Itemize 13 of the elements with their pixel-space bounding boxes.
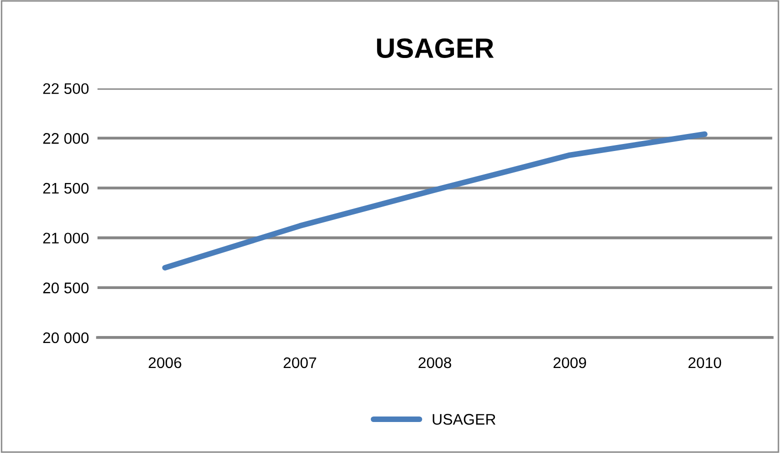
- x-tick-label: 2009: [554, 357, 586, 368]
- y-tick-label: 21 000: [43, 232, 89, 244]
- y-tick-label: 20 500: [43, 282, 89, 294]
- x-tick-label: 2010: [688, 357, 722, 368]
- x-tick-label: 2006: [148, 357, 182, 368]
- legend-label: USAGER: [432, 414, 496, 425]
- y-tick-label: 20 000: [43, 332, 89, 344]
- y-tick-label: 22 000: [43, 133, 89, 144]
- y-tick-label: 21 500: [43, 182, 89, 194]
- x-tick-label: 2007: [284, 357, 316, 368]
- x-tick-label: 2008: [418, 357, 452, 368]
- chart-title: USAGER: [377, 38, 494, 58]
- y-tick-label: 22 500: [43, 83, 89, 94]
